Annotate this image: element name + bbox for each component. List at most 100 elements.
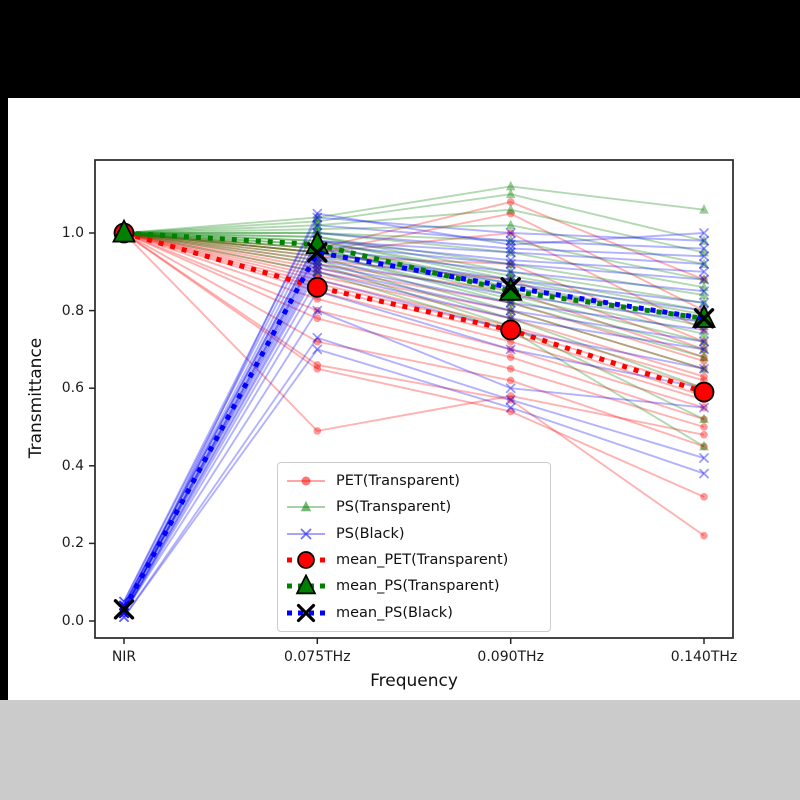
sample-marker-x <box>699 274 709 285</box>
sample-marker-circle <box>700 337 708 346</box>
sample-marker-circle <box>700 275 708 284</box>
x-tick-label: NIR <box>111 649 137 665</box>
mean-marker-circle <box>306 276 328 298</box>
sample-marker-x <box>505 243 516 254</box>
legend-circle-swatch-icon <box>287 476 325 486</box>
sample-marker-triangle <box>505 188 516 199</box>
sample-marker-triangle <box>312 266 323 276</box>
sample-marker-x <box>119 612 129 623</box>
sample-marker-triangle <box>699 335 709 346</box>
sample-marker-x <box>119 612 129 623</box>
legend-row: mean_PS(Transparent) <box>285 573 542 599</box>
legend-item-label: mean_PS(Transparent) <box>336 578 500 595</box>
legend-item-label: PET(Transparent) <box>336 473 460 490</box>
sample-marker-circle <box>506 209 515 218</box>
legend-mean-triangle-swatch-icon <box>287 574 325 595</box>
sample-line <box>123 232 705 382</box>
sample-marker-circle <box>506 198 515 206</box>
sample-line <box>123 232 705 498</box>
mean-marker-x <box>693 308 715 329</box>
letterbox-left <box>0 98 8 700</box>
sample-line <box>123 232 705 409</box>
letterbox-top <box>0 0 800 98</box>
sample-line <box>123 232 705 304</box>
sample-line <box>123 232 705 390</box>
sample-line <box>123 290 705 614</box>
legend-mean-x-swatch-icon <box>287 603 325 622</box>
sample-marker-x <box>699 402 709 413</box>
sample-marker-x <box>699 266 709 277</box>
sample-marker-x <box>312 212 323 223</box>
sample-marker-x <box>699 259 709 269</box>
sample-marker-x <box>699 363 709 374</box>
sample-line <box>123 348 705 618</box>
legend-item-label: PS(Transparent) <box>336 499 452 516</box>
legend-row: PS(Black) <box>285 521 542 547</box>
sample-marker-x <box>119 596 129 607</box>
legend-marker <box>300 501 312 512</box>
sample-line <box>123 208 705 254</box>
sample-marker-x <box>699 468 709 479</box>
sample-marker-triangle <box>699 343 709 354</box>
sample-marker-circle <box>700 415 708 424</box>
sample-marker-x <box>699 286 709 297</box>
sample-marker-triangle <box>699 413 709 424</box>
sample-marker-x <box>312 208 323 219</box>
mean-line <box>121 249 705 611</box>
sample-marker-triangle <box>699 440 709 451</box>
legend-item-label: mean_PS(Black) <box>336 604 453 621</box>
sample-marker-triangle <box>699 204 709 214</box>
sample-line <box>123 232 705 331</box>
sample-marker-circle <box>313 337 322 346</box>
sample-marker-circle <box>506 353 515 361</box>
sample-marker-x <box>505 235 516 246</box>
legend-marker <box>301 476 311 486</box>
legend-mean-circle-swatch-icon <box>287 551 325 569</box>
sample-marker-x <box>312 263 323 273</box>
y-tick-label: 0.0 <box>61 613 84 629</box>
sample-marker-x <box>699 297 709 308</box>
letterbox-bottom <box>0 700 800 800</box>
sample-marker-triangle <box>505 180 516 191</box>
x-axis-title: Frequency <box>370 671 458 691</box>
sample-marker-triangle <box>312 211 323 222</box>
sample-line <box>123 243 705 606</box>
sample-marker-triangle <box>699 235 709 245</box>
sample-marker-triangle <box>312 219 323 230</box>
sample-marker-x <box>699 235 709 246</box>
sample-line <box>123 262 705 610</box>
sample-line <box>124 232 705 289</box>
sample-line <box>123 232 705 297</box>
sample-marker-triangle <box>505 246 516 257</box>
sample-line <box>123 232 705 537</box>
legend-row: PS(Transparent) <box>285 494 542 520</box>
sample-marker-circle <box>506 229 515 237</box>
sample-marker-x <box>699 228 709 238</box>
sample-marker-circle <box>313 306 322 315</box>
sample-line <box>123 232 705 362</box>
sample-line <box>123 259 705 610</box>
sample-marker-triangle <box>699 273 709 284</box>
sample-marker-circle <box>506 392 515 400</box>
sample-marker-triangle <box>505 270 516 280</box>
sample-marker-circle <box>313 268 322 276</box>
sample-marker-circle <box>313 365 322 373</box>
y-tick-label: 0.6 <box>61 380 84 397</box>
sample-line <box>123 232 705 606</box>
sample-marker-x <box>699 344 709 355</box>
mean-marker-circle <box>500 319 522 341</box>
sample-marker-triangle <box>505 204 516 214</box>
legend-row: mean_PS(Black) <box>285 600 542 626</box>
y-tick-label: 1.0 <box>61 225 84 241</box>
y-tick-label: 0.2 <box>61 535 84 552</box>
sample-marker-circle <box>700 353 708 361</box>
sample-line <box>123 232 705 351</box>
sample-marker-circle <box>313 314 322 323</box>
sample-marker-x <box>699 251 709 262</box>
sample-marker-circle <box>700 345 708 354</box>
sample-marker-circle <box>313 264 322 272</box>
sample-marker-x <box>505 394 516 405</box>
sample-marker-triangle <box>699 281 709 292</box>
sample-line <box>123 185 705 234</box>
